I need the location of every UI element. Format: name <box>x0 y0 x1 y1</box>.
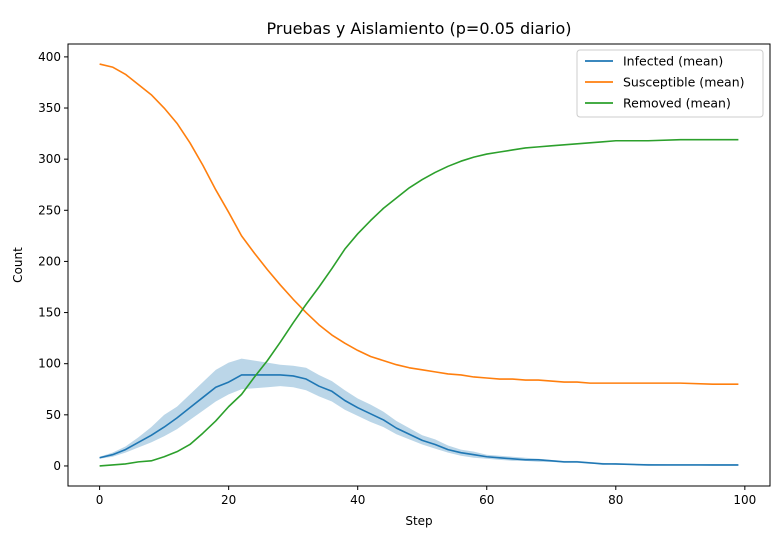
x-axis-label: Step <box>405 514 432 528</box>
series-lines-layer <box>99 63 739 467</box>
y-tick-label: 50 <box>46 408 61 422</box>
legend-entry: Infected (mean) <box>623 54 723 69</box>
chart-title: Pruebas y Aislamiento (p=0.05 diario) <box>267 19 572 38</box>
x-tick-label: 60 <box>479 493 494 507</box>
x-tick-label: 0 <box>96 493 104 507</box>
legend-entry: Removed (mean) <box>623 96 731 111</box>
infected-confidence-band <box>99 358 739 466</box>
y-tick-label: 200 <box>38 254 61 268</box>
y-tick-label: 400 <box>38 50 61 64</box>
x-tick-label: 20 <box>221 493 236 507</box>
legend: Infected (mean) Susceptible (mean) Removed… <box>576 49 764 118</box>
x-tick-label: 80 <box>608 493 623 507</box>
y-axis-label: Count <box>11 247 25 283</box>
removed-mean-line <box>99 138 739 467</box>
susceptible-mean-line <box>99 63 739 385</box>
legend-box <box>576 49 764 118</box>
plot-frame <box>67 43 771 487</box>
y-tick-label: 350 <box>38 101 61 115</box>
x-axis: 0 20 40 60 80 100 <box>96 486 756 507</box>
y-axis: 0 50 100 150 200 250 300 350 400 <box>38 50 68 473</box>
legend-entry: Susceptible (mean) <box>623 75 745 90</box>
x-tick-label: 40 <box>350 493 365 507</box>
infected-mean-line <box>99 374 739 466</box>
y-tick-label: 150 <box>38 306 61 320</box>
y-tick-label: 250 <box>38 203 61 217</box>
y-tick-label: 100 <box>38 357 61 371</box>
confidence-band-layer <box>99 358 739 466</box>
y-tick-label: 300 <box>38 152 61 166</box>
y-tick-label: 0 <box>53 459 61 473</box>
x-tick-label: 100 <box>733 493 756 507</box>
